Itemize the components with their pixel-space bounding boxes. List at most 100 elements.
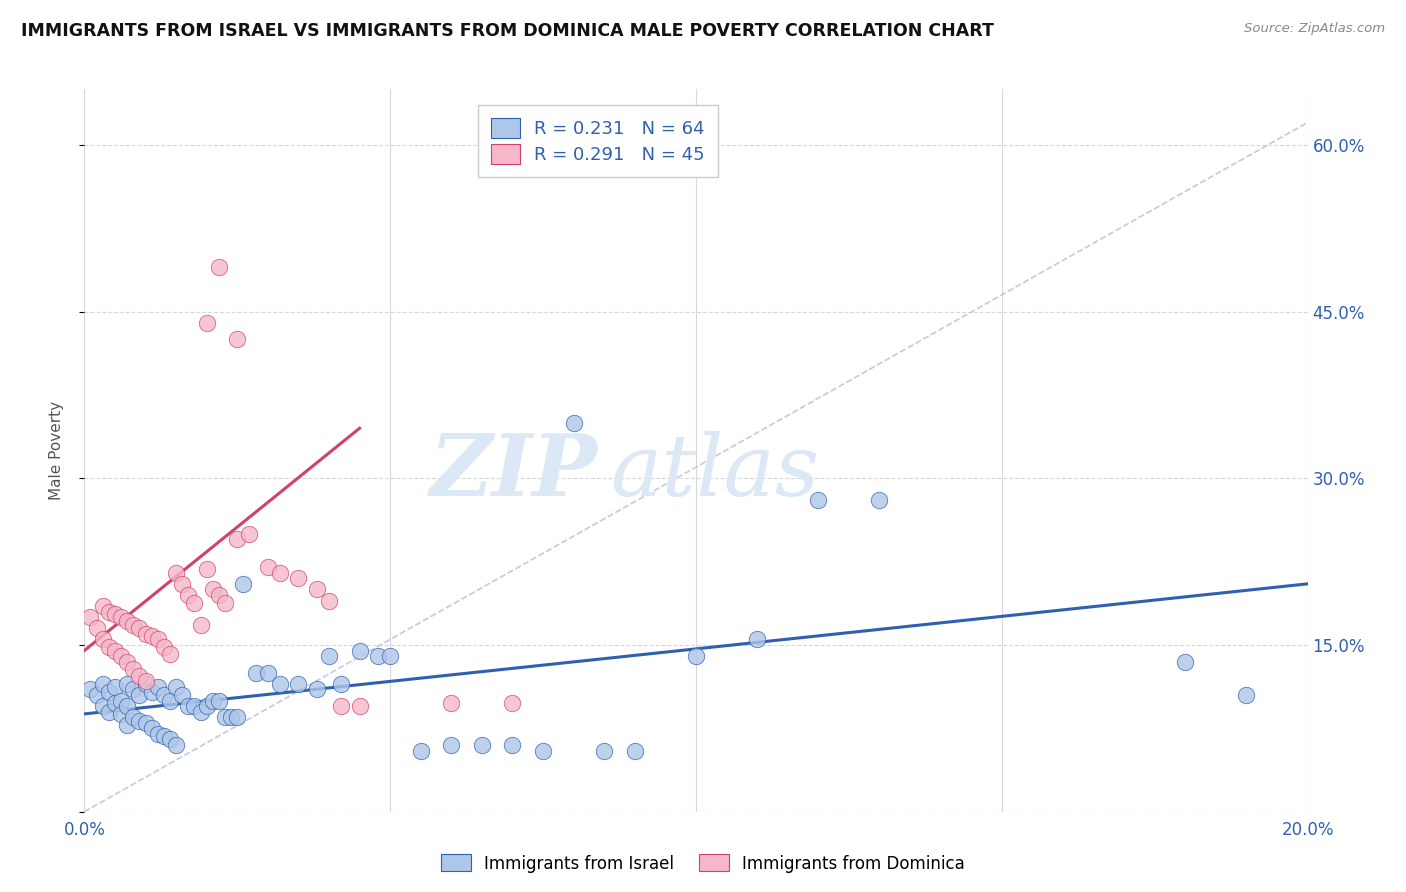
Y-axis label: Male Poverty: Male Poverty [49, 401, 63, 500]
Point [172, 577, 194, 591]
Point [1236, 688, 1258, 702]
Point [115, 614, 138, 628]
Point [349, 699, 371, 714]
Point [269, 677, 291, 691]
Point [226, 533, 249, 547]
Point [104, 680, 127, 694]
Point [219, 710, 242, 724]
Point [367, 649, 389, 664]
Point [201, 582, 224, 597]
Point [79, 610, 101, 624]
Point [128, 621, 150, 635]
Point [869, 493, 891, 508]
Point [177, 699, 200, 714]
Point [172, 688, 194, 702]
Point [685, 649, 707, 664]
Point [115, 677, 138, 691]
Point [86, 621, 108, 635]
Point [214, 710, 236, 724]
Point [183, 596, 205, 610]
Point [195, 316, 218, 330]
Point [562, 416, 585, 430]
Point [305, 582, 328, 597]
Point [177, 588, 200, 602]
Point [141, 722, 163, 736]
Point [110, 649, 132, 664]
Point [110, 610, 132, 624]
Point [624, 743, 647, 757]
Point [86, 688, 108, 702]
Point [208, 588, 231, 602]
Point [183, 699, 205, 714]
Point [128, 714, 150, 728]
Point [214, 596, 236, 610]
Point [257, 665, 280, 680]
Point [330, 699, 353, 714]
Point [349, 643, 371, 657]
Point [747, 632, 769, 647]
Point [153, 729, 176, 743]
Point [122, 710, 145, 724]
Point [135, 673, 157, 688]
Point [115, 718, 138, 732]
Text: IMMIGRANTS FROM ISRAEL VS IMMIGRANTS FROM DOMINICA MALE POVERTY CORRELATION CHAR: IMMIGRANTS FROM ISRAEL VS IMMIGRANTS FRO… [21, 22, 994, 40]
Point [165, 738, 187, 752]
Point [208, 693, 231, 707]
Point [238, 526, 260, 541]
Legend: Immigrants from Israel, Immigrants from Dominica: Immigrants from Israel, Immigrants from … [434, 847, 972, 880]
Point [190, 618, 212, 632]
Point [110, 693, 132, 707]
Point [287, 677, 309, 691]
Point [135, 715, 157, 730]
Point [146, 727, 169, 741]
Point [79, 682, 101, 697]
Point [128, 688, 150, 702]
Point [159, 693, 181, 707]
Legend: R = 0.231   N = 64, R = 0.291   N = 45: R = 0.231 N = 64, R = 0.291 N = 45 [478, 105, 717, 177]
Point [97, 705, 120, 719]
Point [91, 699, 114, 714]
Point [104, 696, 127, 710]
Point [97, 640, 120, 655]
Point [226, 332, 249, 346]
Point [190, 705, 212, 719]
Point [318, 649, 340, 664]
Point [195, 699, 218, 714]
Point [226, 710, 249, 724]
Point [91, 599, 114, 613]
Point [135, 677, 157, 691]
Point [318, 593, 340, 607]
Point [409, 743, 432, 757]
Point [122, 618, 145, 632]
Point [201, 693, 224, 707]
Point [195, 562, 218, 576]
Point [91, 677, 114, 691]
Point [593, 743, 616, 757]
Point [165, 566, 187, 580]
Point [141, 684, 163, 698]
Text: atlas: atlas [610, 431, 820, 514]
Point [91, 632, 114, 647]
Point [159, 732, 181, 747]
Point [232, 577, 254, 591]
Point [122, 682, 145, 697]
Point [97, 684, 120, 698]
Text: Source: ZipAtlas.com: Source: ZipAtlas.com [1244, 22, 1385, 36]
Point [208, 260, 231, 274]
Point [104, 643, 127, 657]
Point [245, 665, 267, 680]
Point [141, 629, 163, 643]
Point [122, 662, 145, 676]
Point [128, 669, 150, 683]
Point [440, 696, 463, 710]
Point [257, 560, 280, 574]
Point [471, 738, 494, 752]
Point [97, 605, 120, 619]
Point [1174, 655, 1197, 669]
Point [159, 647, 181, 661]
Text: ZIP: ZIP [430, 430, 598, 514]
Point [807, 493, 830, 508]
Point [287, 571, 309, 585]
Point [502, 738, 524, 752]
Point [305, 682, 328, 697]
